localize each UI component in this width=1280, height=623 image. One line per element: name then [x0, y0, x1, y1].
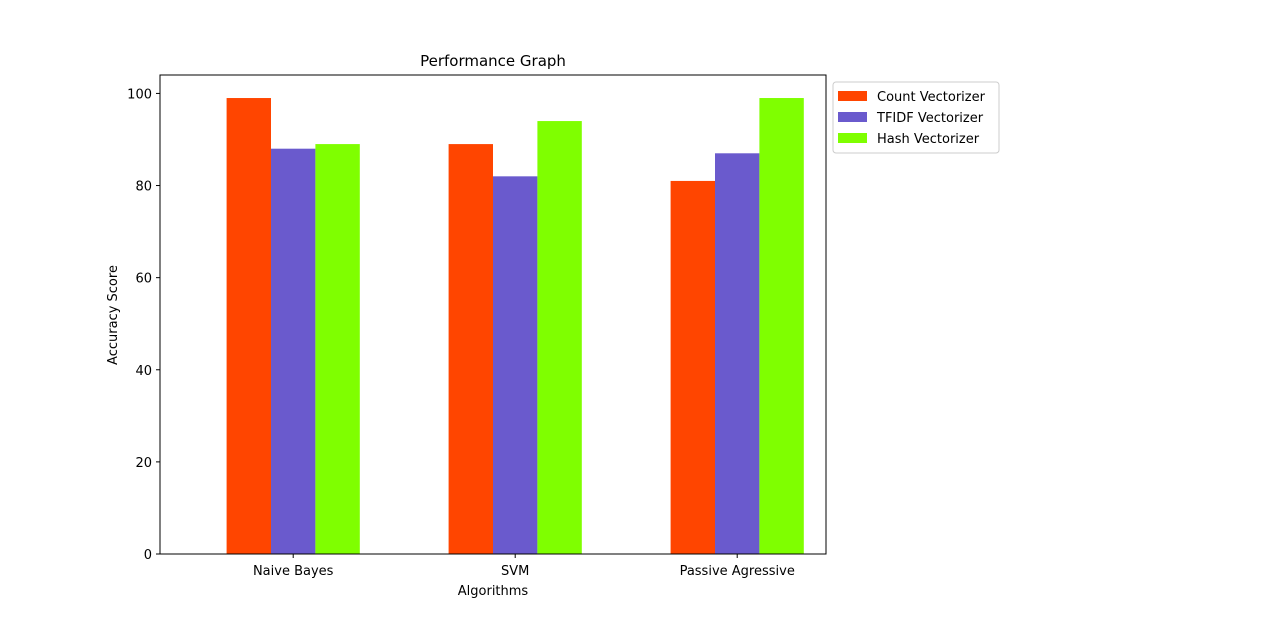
y-axis-label: Accuracy Score	[106, 265, 121, 365]
bar-hash-vectorizer-naive-bayes	[315, 144, 360, 554]
bar-count-vectorizer-svm	[448, 144, 493, 554]
bar-count-vectorizer-naive-bayes	[226, 98, 271, 555]
y-tick-label: 20	[135, 456, 152, 471]
chart-title: Performance Graph	[420, 52, 566, 70]
x-tick-label: SVM	[501, 564, 529, 579]
bars-layer	[226, 98, 804, 555]
bar-tfidf-vectorizer-naive-bayes	[271, 148, 316, 554]
legend-swatch	[838, 133, 867, 143]
y-axis: 0 20 40 60 80 100	[127, 87, 160, 563]
x-tick-label: Passive Agressive	[680, 564, 795, 579]
bar-tfidf-vectorizer-svm	[493, 176, 538, 555]
x-tick-label: Naive Bayes	[253, 564, 334, 579]
y-tick-label: 100	[127, 87, 152, 102]
legend-label: Count Vectorizer	[877, 90, 986, 105]
y-tick-label: 80	[135, 180, 152, 195]
legend-box	[832, 81, 1000, 154]
legend-swatch	[838, 112, 867, 122]
legend-swatch	[838, 91, 867, 101]
x-axis-label: Algorithms	[458, 584, 529, 599]
bar-count-vectorizer-passive-agressive	[670, 180, 715, 555]
plot-frame	[159, 74, 827, 555]
legend-label: TFIDF Vectorizer	[876, 111, 984, 126]
legend-label: Hash Vectorizer	[877, 132, 980, 147]
x-axis: Naive Bayes SVM Passive Agressive	[253, 554, 795, 579]
legend: Count Vectorizer TFIDF Vectorizer Hash Vec…	[832, 81, 1000, 154]
y-tick-label: 40	[135, 364, 152, 379]
y-tick-label: 60	[135, 272, 152, 287]
bar-hash-vectorizer-svm	[537, 121, 582, 555]
y-tick-label: 0	[144, 548, 152, 563]
bar-tfidf-vectorizer-passive-agressive	[715, 153, 760, 554]
bar-hash-vectorizer-passive-agressive	[759, 98, 804, 555]
